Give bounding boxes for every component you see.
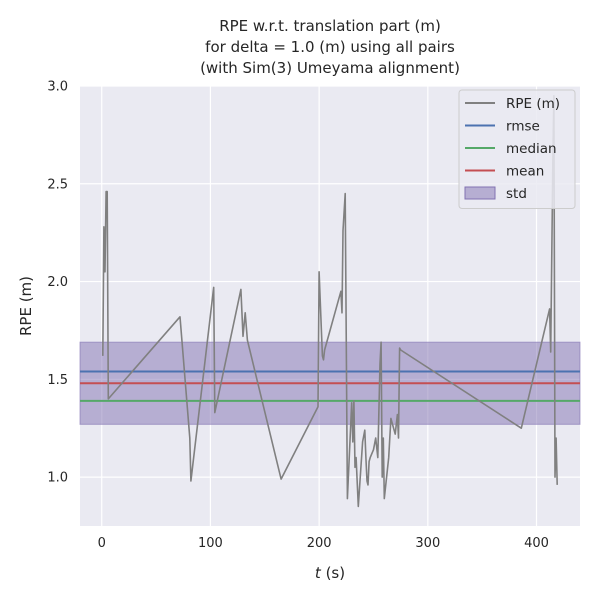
chart-title-line-1: RPE w.r.t. translation part (m) <box>219 17 441 35</box>
legend-box <box>458 89 576 209</box>
x-tick-label: 200 <box>307 536 332 551</box>
y-axis-label: RPE (m) <box>17 276 35 336</box>
x-axis-label: t (s) <box>315 564 345 582</box>
x-tick-label: 300 <box>415 536 440 551</box>
x-tick-label: 100 <box>198 536 223 551</box>
x-tick-label: 400 <box>524 536 549 551</box>
legend-label-rmse: rmse <box>506 119 540 135</box>
legend: RPE (m) rmse median mean std <box>458 89 576 209</box>
chart-title-line-2: for delta = 1.0 (m) using all pairs <box>205 38 455 56</box>
legend-label-rpe: RPE (m) <box>506 96 560 112</box>
y-tick-label: 1.0 <box>47 471 68 486</box>
y-tick-label: 3.0 <box>47 80 68 95</box>
legend-label-std: std <box>506 186 527 202</box>
legend-swatch-std <box>464 186 496 200</box>
legend-label-median: median <box>506 141 557 157</box>
y-tick-label: 2.5 <box>47 177 68 192</box>
y-tick-label: 1.5 <box>47 373 68 388</box>
tick-labels: 0 100 200 300 400 1.0 1.5 2.0 2.5 3.0 <box>47 80 549 552</box>
rpe-series-line <box>102 95 558 508</box>
chart-title-line-3: (with Sim(3) Umeyama alignment) <box>200 59 460 77</box>
statistics-layer <box>79 341 581 425</box>
y-tick-label: 2.0 <box>47 275 68 290</box>
legend-label-mean: mean <box>506 164 544 180</box>
x-tick-label: 0 <box>98 536 106 551</box>
series-layer <box>102 95 558 508</box>
